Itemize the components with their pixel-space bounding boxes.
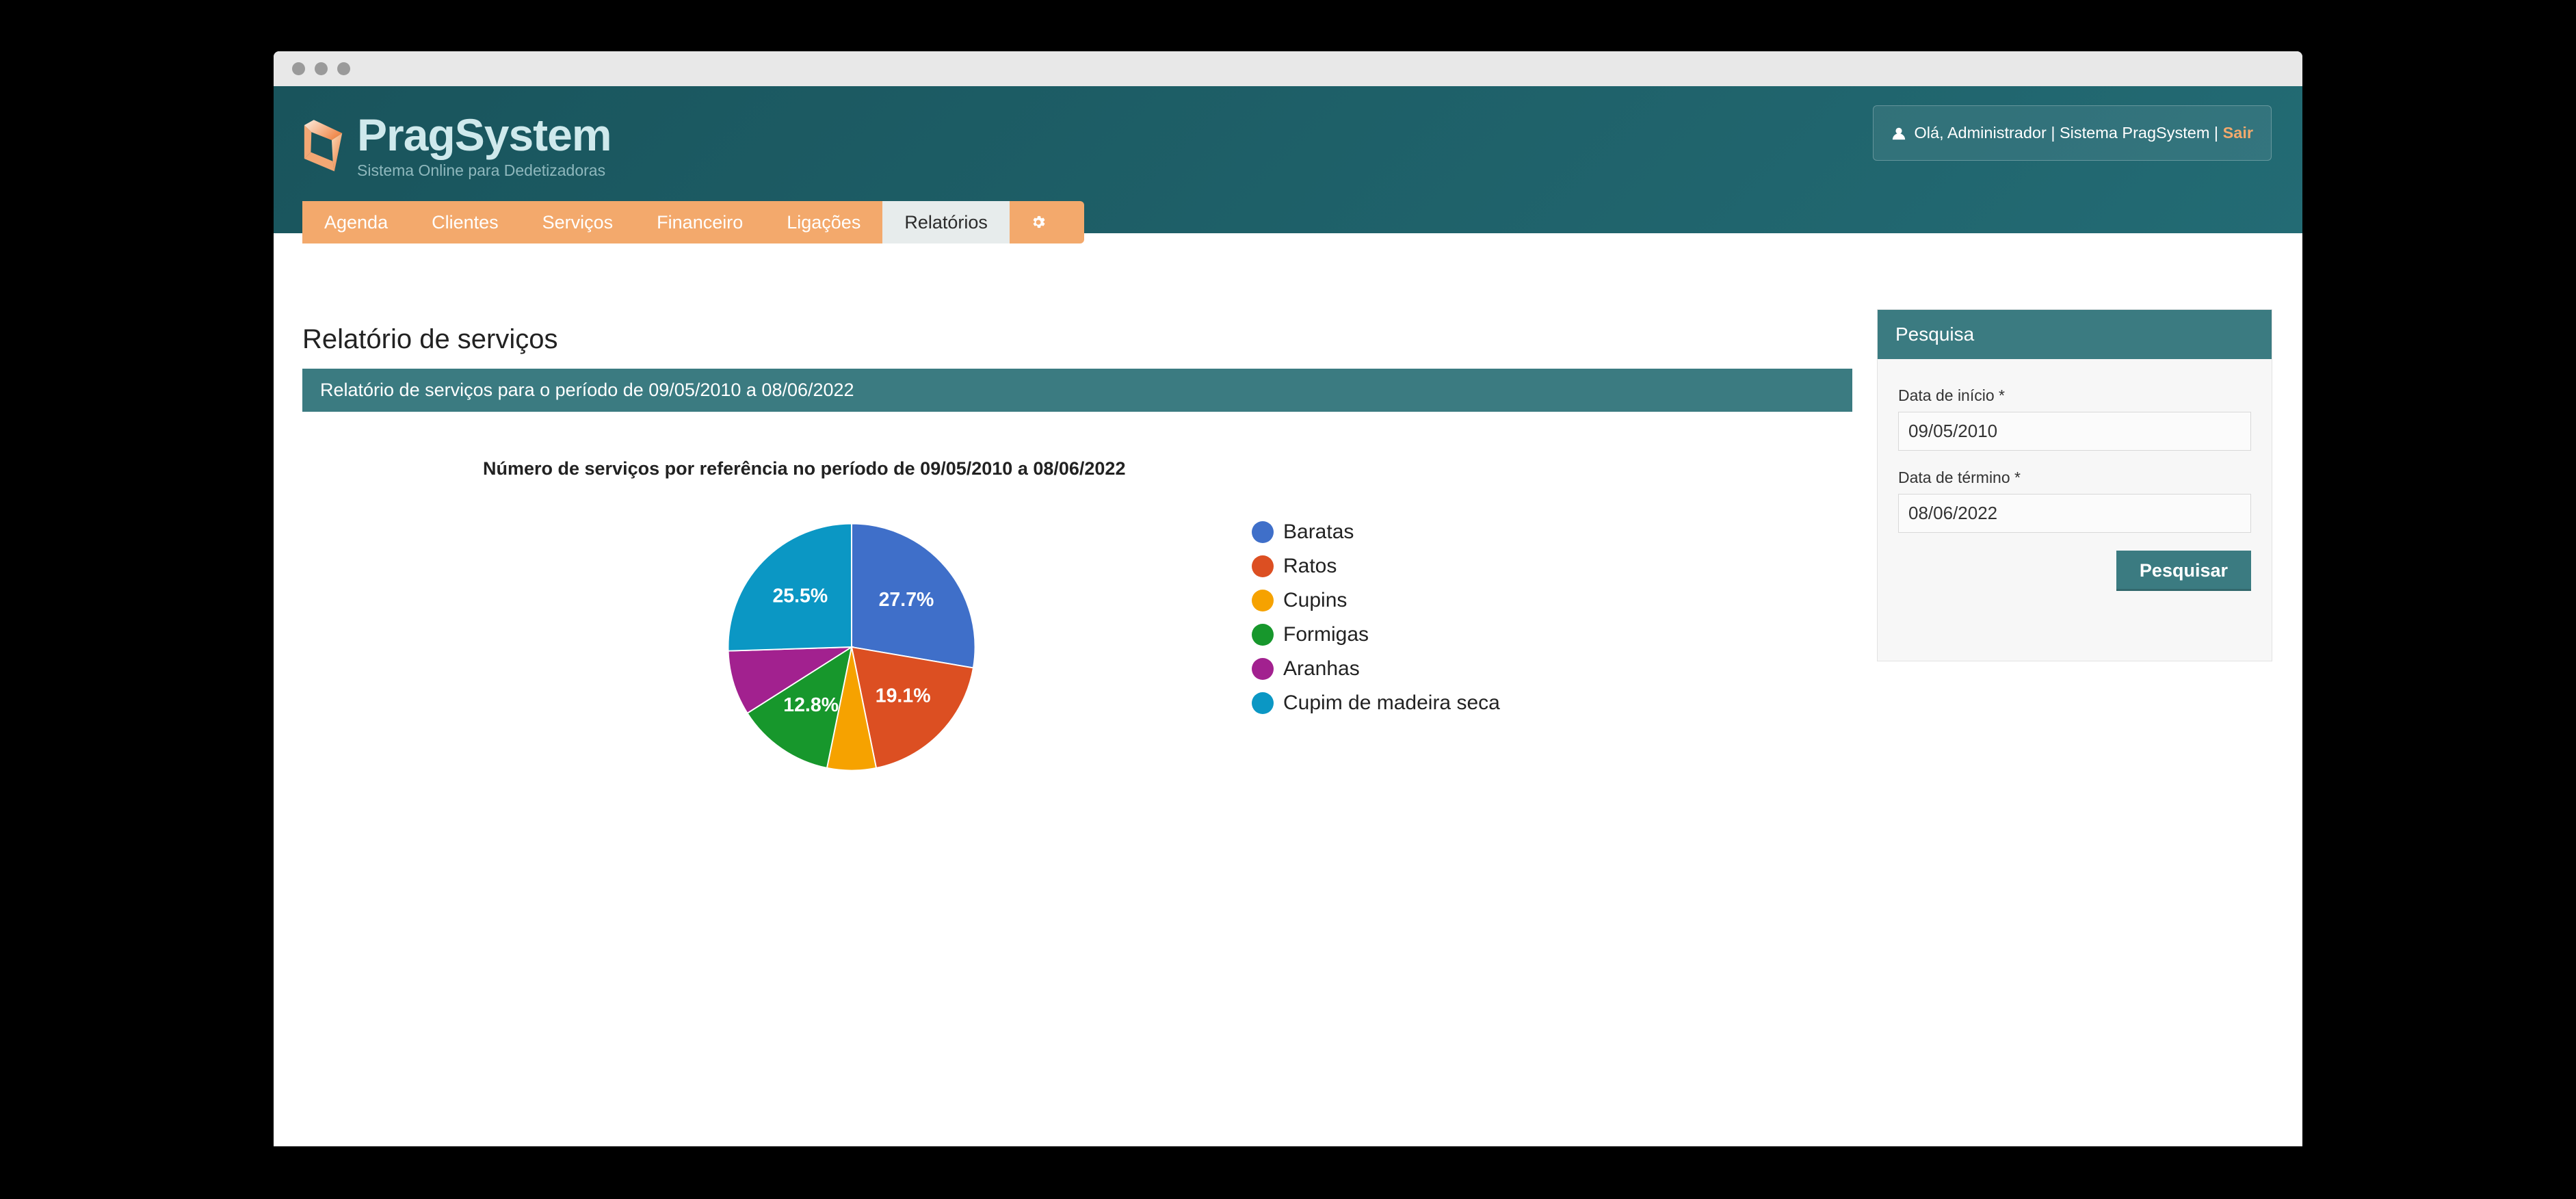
svg-text:27.7%: 27.7% bbox=[879, 589, 934, 611]
svg-text:12.8%: 12.8% bbox=[783, 694, 839, 716]
svg-text:19.1%: 19.1% bbox=[876, 685, 931, 707]
svg-text:25.5%: 25.5% bbox=[772, 585, 828, 607]
